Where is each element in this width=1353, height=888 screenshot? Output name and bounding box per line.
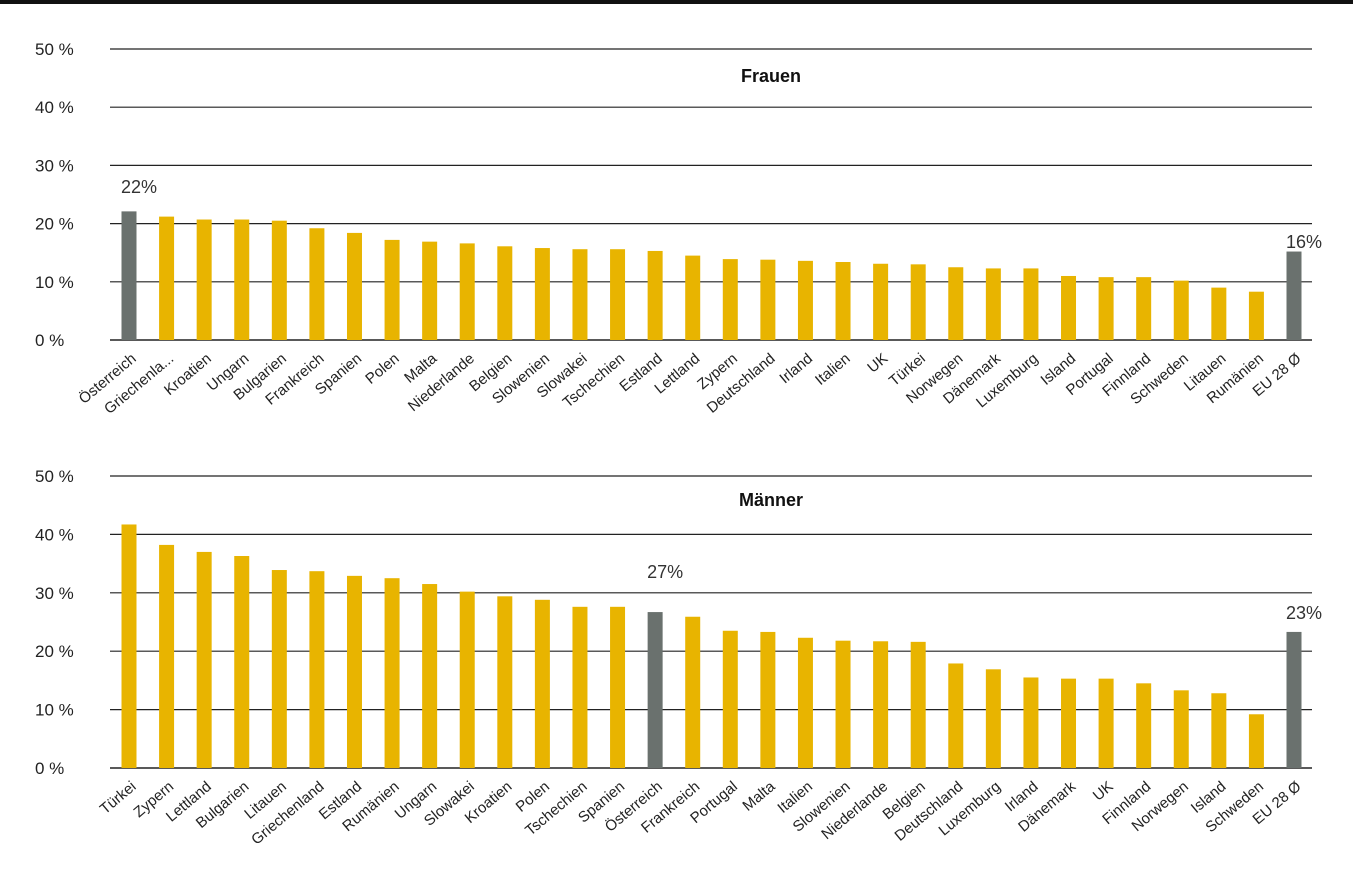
y-tick-label: 50 % bbox=[35, 467, 74, 486]
value-annotation: 23% bbox=[1286, 603, 1322, 623]
bar bbox=[948, 267, 964, 340]
bar bbox=[459, 591, 475, 768]
chart-title: Männer bbox=[739, 490, 803, 510]
bar bbox=[722, 630, 738, 768]
bar bbox=[271, 220, 287, 340]
bar bbox=[572, 606, 588, 768]
bar bbox=[497, 596, 513, 768]
bar bbox=[422, 584, 438, 768]
bar bbox=[384, 239, 400, 340]
chart-title: Frauen bbox=[741, 66, 801, 86]
bar bbox=[384, 578, 400, 768]
bar bbox=[797, 637, 813, 768]
bar bbox=[346, 232, 362, 340]
y-tick-label: 20 % bbox=[35, 215, 74, 234]
y-tick-label: 30 % bbox=[35, 584, 74, 603]
bar bbox=[422, 241, 438, 340]
bar bbox=[873, 263, 889, 340]
bar bbox=[534, 599, 550, 768]
bar bbox=[835, 640, 851, 768]
bar bbox=[610, 249, 626, 340]
bar bbox=[722, 259, 738, 340]
category-label: Irland bbox=[776, 350, 816, 387]
highlight-bar bbox=[1286, 631, 1302, 768]
category-label: Italien bbox=[812, 350, 854, 389]
category-label: Polen bbox=[362, 350, 402, 388]
bar bbox=[910, 641, 926, 768]
y-tick-label: 50 % bbox=[35, 40, 74, 59]
bar bbox=[985, 669, 1001, 768]
bar bbox=[159, 216, 175, 340]
bar bbox=[797, 260, 813, 340]
bar bbox=[760, 631, 776, 768]
bar bbox=[1023, 677, 1039, 768]
bar bbox=[1211, 287, 1227, 340]
bar bbox=[910, 264, 926, 340]
bar bbox=[572, 249, 588, 340]
value-annotation: 16% bbox=[1286, 232, 1322, 252]
bar bbox=[1061, 275, 1077, 340]
bar bbox=[159, 544, 175, 768]
bar bbox=[1173, 280, 1189, 340]
y-tick-label: 10 % bbox=[35, 701, 74, 720]
bar bbox=[760, 259, 776, 340]
bar bbox=[985, 268, 1001, 340]
bar bbox=[873, 641, 889, 768]
y-tick-label: 0 % bbox=[35, 331, 64, 350]
bar bbox=[346, 575, 362, 768]
bar bbox=[196, 219, 212, 340]
category-label: UK bbox=[864, 350, 891, 376]
bar bbox=[685, 616, 701, 768]
bar bbox=[1136, 683, 1152, 768]
category-label: UK bbox=[1090, 778, 1117, 804]
y-tick-label: 20 % bbox=[35, 642, 74, 661]
y-tick-label: 40 % bbox=[35, 525, 74, 544]
bar bbox=[534, 248, 550, 340]
bar bbox=[1023, 268, 1039, 340]
bar bbox=[1211, 693, 1227, 768]
bar bbox=[1098, 678, 1114, 768]
bar bbox=[1248, 714, 1264, 768]
value-annotation: 27% bbox=[647, 562, 683, 582]
bar bbox=[1173, 690, 1189, 768]
bar bbox=[835, 262, 851, 340]
bar bbox=[1248, 291, 1264, 340]
bar bbox=[271, 570, 287, 768]
y-tick-label: 40 % bbox=[35, 98, 74, 117]
bar bbox=[610, 606, 626, 768]
bar bbox=[234, 556, 250, 768]
value-annotation: 22% bbox=[121, 177, 157, 197]
y-tick-label: 30 % bbox=[35, 156, 74, 175]
bar bbox=[1098, 277, 1114, 340]
y-tick-label: 0 % bbox=[35, 759, 64, 778]
bar bbox=[948, 663, 964, 768]
bar bbox=[309, 571, 325, 768]
highlight-bar bbox=[121, 211, 137, 340]
highlight-bar bbox=[647, 612, 663, 768]
top-rule bbox=[0, 0, 1353, 4]
bar bbox=[121, 524, 137, 768]
bar bbox=[196, 551, 212, 768]
bar bbox=[1061, 678, 1077, 768]
bar bbox=[234, 219, 250, 340]
highlight-bar bbox=[1286, 251, 1302, 340]
y-tick-label: 10 % bbox=[35, 273, 74, 292]
bar bbox=[647, 250, 663, 340]
bar bbox=[459, 243, 475, 340]
bar bbox=[1136, 277, 1152, 340]
bar bbox=[309, 228, 325, 340]
category-label: Malta bbox=[739, 778, 779, 815]
bar bbox=[685, 255, 701, 340]
chart-panel-maenner: 0 %10 %20 %30 %40 %50 %MännerTürkeiZyper… bbox=[35, 467, 1322, 848]
chart-panel-frauen: 0 %10 %20 %30 %40 %50 %FrauenÖsterreichG… bbox=[35, 40, 1322, 418]
bar bbox=[497, 246, 513, 340]
